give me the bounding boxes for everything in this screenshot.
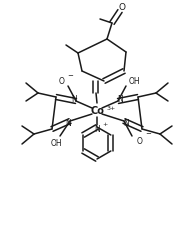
Text: N: N: [123, 118, 129, 128]
Text: O: O: [59, 76, 65, 85]
Text: −: −: [67, 73, 73, 79]
Text: O: O: [119, 3, 125, 11]
Text: N: N: [94, 125, 100, 134]
Text: OH: OH: [50, 139, 62, 147]
Text: −: −: [145, 131, 151, 137]
Text: 3+: 3+: [106, 106, 116, 112]
Text: N: N: [71, 95, 77, 104]
Text: Co: Co: [90, 106, 104, 116]
Text: N: N: [117, 95, 123, 104]
Text: O: O: [137, 136, 143, 145]
Text: +: +: [102, 122, 108, 126]
Text: OH: OH: [128, 76, 140, 85]
Text: N: N: [65, 118, 71, 128]
